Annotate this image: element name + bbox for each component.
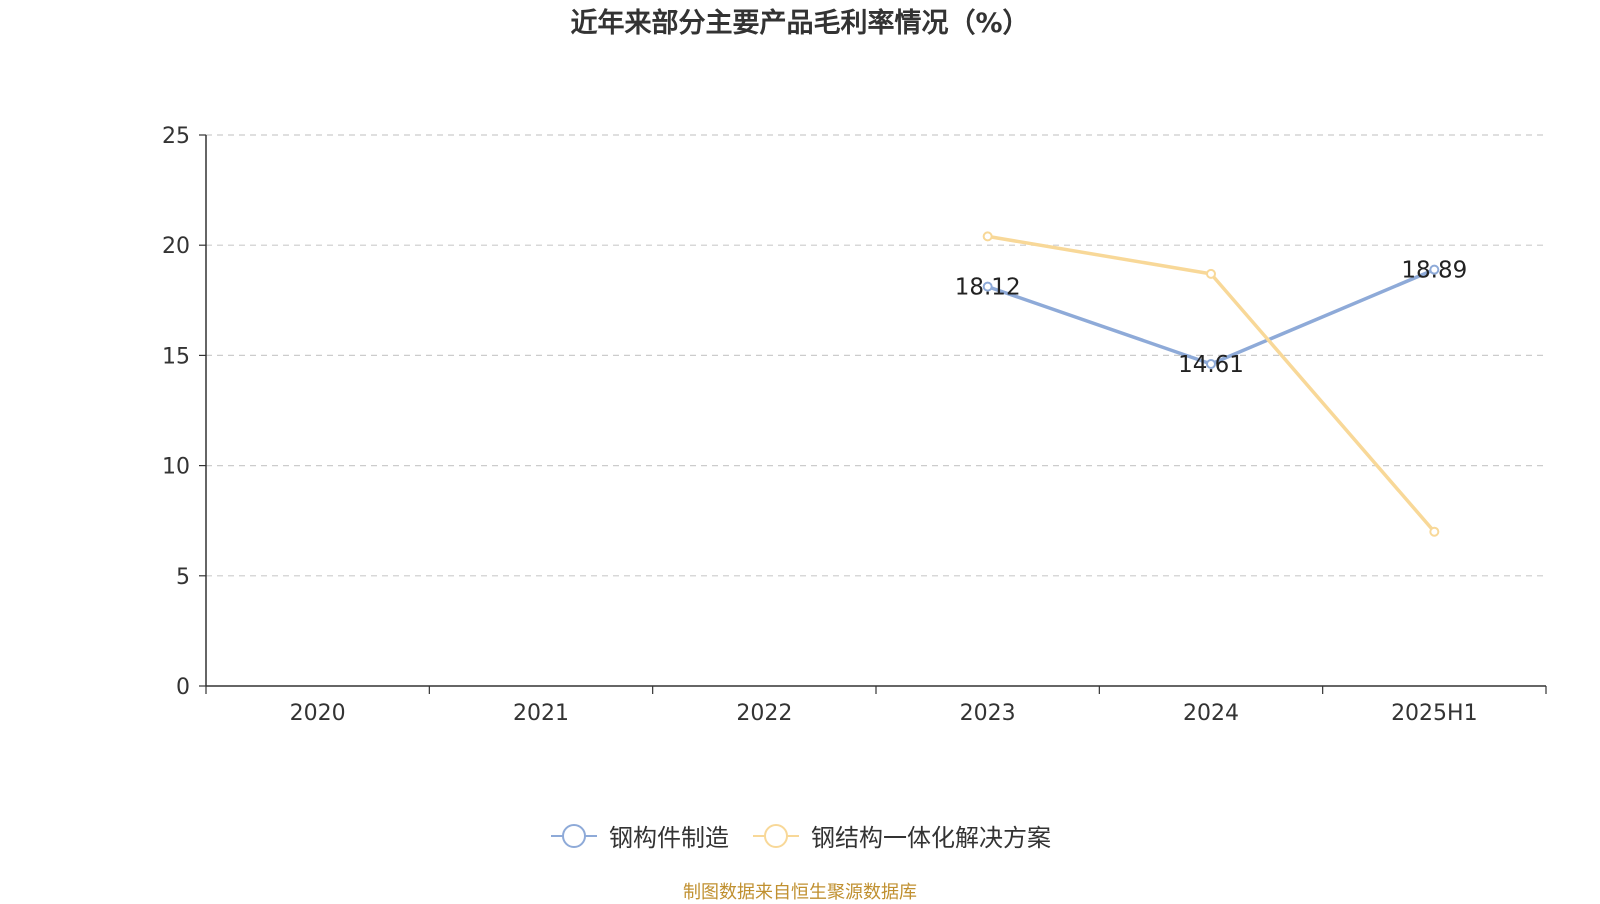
x-tick-label-2022: 2022 (736, 701, 792, 726)
data-point-series-2-2025H1[interactable] (1429, 526, 1440, 537)
legend-item-series-1[interactable]: 钢构件制造 (549, 818, 729, 853)
legend-label-series-2: 钢结构一体化解决方案 (811, 824, 1051, 852)
data-label-series-1-2024: 14.61 (1178, 352, 1244, 378)
data-point-series-1-2025H1[interactable] (1429, 264, 1440, 275)
data-point-series-1-2024[interactable] (1206, 358, 1216, 369)
data-label-series-1-2023: 18.12 (955, 275, 1021, 301)
x-tick-label-2020: 2020 (290, 701, 346, 726)
data-point-series-2-2024[interactable] (1206, 268, 1216, 279)
y-tick-label-5: 5 (176, 565, 190, 590)
y-tick-label-15: 15 (162, 344, 190, 369)
series-lines (982, 231, 1440, 537)
data-labels: 18.12 14.61 18.89 (955, 258, 1468, 378)
legend-swatch-series-2-icon (753, 823, 799, 848)
x-tick-label-2025H1: 2025H1 (1391, 701, 1478, 726)
x-tick-label-2024: 2024 (1183, 701, 1239, 726)
x-tick-label-2021: 2021 (513, 701, 569, 726)
data-label-series-1-2025H1: 18.89 (1401, 258, 1467, 284)
axes: 0 5 10 15 20 25 2020 2021 2022 2023 2024 2025H1 (162, 124, 1547, 726)
legend-item-series-2[interactable]: 钢结构一体化解决方案 (751, 818, 1051, 853)
gridlines (206, 134, 1546, 577)
legend: 钢构件制造 钢结构一体化解决方案 (0, 818, 1600, 853)
data-point-series-2-2023[interactable] (982, 231, 993, 242)
y-tick-label-10: 10 (162, 455, 190, 480)
data-point-series-1-2023[interactable] (982, 281, 993, 292)
y-tick-label-25: 25 (162, 124, 190, 149)
chart-title: 近年来部分主要产品毛利率情况（%） (570, 8, 1030, 39)
x-tick-label-2023: 2023 (960, 701, 1016, 726)
source-note: 制图数据来自恒生聚源数据库 (683, 882, 917, 903)
y-tick-label-0: 0 (176, 675, 190, 700)
legend-swatch-series-1-icon (551, 823, 597, 848)
legend-label-series-1: 钢构件制造 (609, 824, 729, 852)
series-line-2 (987, 234, 1436, 533)
y-tick-label-20: 20 (162, 234, 190, 259)
series-line-1 (987, 268, 1436, 366)
